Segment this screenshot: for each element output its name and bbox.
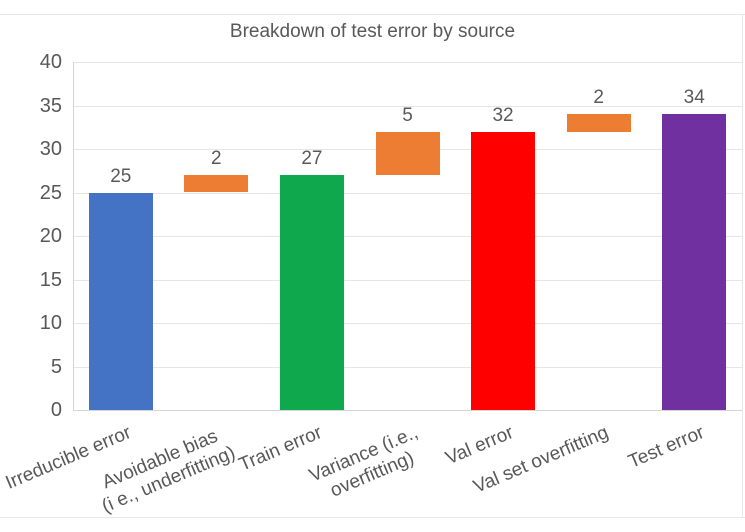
bar-avoidable-bias-i-e-underfitting [184, 175, 249, 193]
frame-border-bottom [0, 517, 745, 518]
y-tick-label-35: 35 [39, 94, 62, 117]
y-tick-label-20: 20 [39, 225, 62, 247]
bar-train-error [279, 175, 344, 410]
y-tick-label-10: 10 [39, 312, 62, 334]
y-tick-label-40: 40 [39, 51, 62, 73]
gridline-10 [73, 323, 742, 324]
gridline-0 [73, 410, 742, 411]
bar-value-label-train-error: 27 [301, 148, 323, 170]
bar-variance-i-e-overfitting [375, 131, 440, 176]
bar-val-set-overfitting [566, 114, 631, 132]
gridline-35 [73, 105, 742, 107]
y-tick-label-0: 0 [50, 399, 62, 421]
bar-irreducible-error [88, 192, 153, 410]
bar-value-label-val-error: 32 [492, 104, 514, 126]
chart-title: Breakdown of test error by source [229, 21, 516, 42]
frame-border-right [742, 14, 743, 518]
gridline-40 [73, 62, 742, 63]
y-tick-label-25: 25 [39, 181, 62, 204]
bar-test-error [662, 114, 727, 410]
bar-value-label-irreducible-error: 25 [110, 165, 132, 187]
gridline-25 [73, 192, 742, 194]
bar-value-label-avoidable-bias-i-e-underfitting: 2 [211, 148, 222, 170]
bar-val-error [471, 131, 536, 410]
gridline-20 [73, 236, 742, 237]
gridline-15 [73, 279, 742, 281]
bar-value-label-variance-i-e-overfitting: 5 [402, 104, 413, 126]
gridline-5 [73, 366, 742, 368]
x-axis-label-test-error: Test error [625, 422, 708, 473]
y-tick-label-30: 30 [39, 138, 62, 160]
bar-value-label-test-error: 34 [683, 87, 705, 109]
frame-border-top [0, 14, 745, 15]
y-tick-label-5: 5 [50, 355, 62, 378]
y-axis-line [73, 62, 74, 410]
x-axis-label-variance-i-e-overfitting: Variance (i.e., overfitting) [305, 422, 421, 502]
y-tick-label-15: 15 [39, 268, 62, 291]
bar-value-label-val-set-overfitting: 2 [593, 87, 604, 109]
